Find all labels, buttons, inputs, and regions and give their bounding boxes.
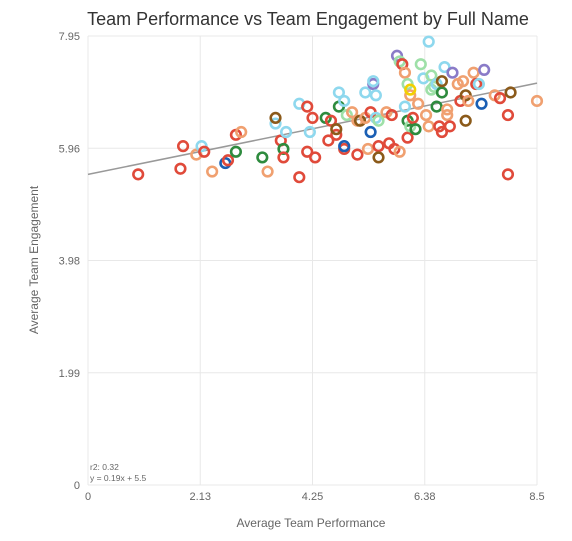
tick-labels: 0 2.13 4.25 6.38 8.5 0 1.99 3.98 5.96 7.95	[59, 31, 545, 503]
data-point[interactable]	[269, 111, 282, 124]
data-point[interactable]	[398, 100, 412, 113]
chart-title: Team Performance vs Team Engagement by F…	[87, 9, 529, 29]
y-tick-label: 7.95	[59, 31, 80, 43]
data-point[interactable]	[446, 66, 459, 79]
data-point[interactable]	[385, 108, 398, 122]
x-tick-label: 6.38	[414, 491, 435, 503]
data-point[interactable]	[361, 142, 375, 156]
data-point[interactable]	[443, 120, 456, 133]
data-point[interactable]	[322, 134, 335, 147]
regression-equation-label: y = 0.19x + 5.5	[90, 473, 147, 483]
data-point[interactable]	[301, 100, 314, 113]
data-point[interactable]	[277, 151, 290, 164]
x-tick-label: 8.5	[529, 491, 544, 503]
data-point[interactable]	[425, 69, 438, 82]
data-point[interactable]	[364, 125, 377, 139]
data-point[interactable]	[427, 80, 441, 93]
data-point[interactable]	[530, 94, 544, 108]
data-point[interactable]	[198, 145, 211, 158]
data-point[interactable]	[393, 145, 406, 158]
data-point[interactable]	[501, 168, 515, 181]
data-point[interactable]	[301, 145, 314, 158]
data-point[interactable]	[430, 100, 443, 113]
data-point[interactable]	[406, 111, 419, 124]
data-point[interactable]	[324, 114, 338, 127]
data-point[interactable]	[303, 125, 316, 139]
data-point[interactable]	[369, 89, 382, 102]
data-point[interactable]	[332, 86, 346, 99]
data-point[interactable]	[404, 83, 417, 96]
data-point[interactable]	[369, 111, 382, 124]
data-point[interactable]	[256, 151, 269, 164]
y-tick-label: 0	[74, 480, 80, 492]
data-point[interactable]	[409, 123, 422, 136]
data-point[interactable]	[176, 140, 190, 153]
data-point[interactable]	[261, 165, 274, 178]
data-point[interactable]	[338, 94, 351, 108]
data-point[interactable]	[351, 148, 364, 161]
data-point[interactable]	[422, 120, 435, 133]
y-axis-title: Average Team Engagement	[27, 185, 41, 334]
data-point[interactable]	[404, 89, 417, 102]
grid	[87, 35, 538, 486]
y-tick-label: 5.96	[59, 143, 80, 155]
data-point[interactable]	[372, 151, 385, 164]
data-point[interactable]	[435, 125, 449, 139]
data-point[interactable]	[435, 86, 449, 99]
data-point[interactable]	[330, 128, 343, 141]
data-point[interactable]	[219, 156, 232, 170]
data-point[interactable]	[338, 140, 351, 153]
data-point[interactable]	[478, 63, 491, 76]
x-axis-title: Average Team Performance	[237, 516, 386, 530]
data-point[interactable]	[475, 97, 488, 110]
data-point[interactable]	[372, 114, 385, 127]
x-tick-label: 0	[85, 491, 91, 503]
data-point[interactable]	[438, 60, 451, 74]
data-point[interactable]	[493, 92, 507, 105]
data-point[interactable]	[279, 125, 293, 139]
data-point[interactable]	[309, 151, 322, 164]
data-point[interactable]	[221, 154, 235, 167]
data-points	[132, 35, 544, 184]
data-point[interactable]	[330, 123, 343, 136]
regression-r2-label: r2: 0.32	[90, 462, 119, 472]
data-point[interactable]	[467, 66, 480, 79]
data-point[interactable]	[504, 86, 517, 99]
data-point[interactable]	[359, 86, 372, 99]
x-tick-label: 4.25	[302, 491, 323, 503]
y-tick-label: 1.99	[59, 368, 80, 380]
data-point[interactable]	[398, 66, 412, 79]
data-point[interactable]	[229, 145, 243, 158]
data-point[interactable]	[132, 168, 145, 181]
data-point[interactable]	[206, 165, 219, 178]
data-point[interactable]	[346, 106, 359, 119]
data-point[interactable]	[422, 35, 435, 48]
data-point[interactable]	[293, 171, 306, 184]
data-point[interactable]	[419, 108, 433, 122]
data-point[interactable]	[435, 75, 449, 88]
data-point[interactable]	[441, 108, 454, 122]
data-point[interactable]	[501, 108, 515, 122]
data-point[interactable]	[441, 103, 454, 116]
data-point[interactable]	[372, 140, 385, 153]
data-point[interactable]	[401, 131, 414, 144]
data-point[interactable]	[306, 111, 319, 124]
data-point[interactable]	[462, 94, 475, 108]
x-tick-label: 2.13	[190, 491, 211, 503]
data-point[interactable]	[174, 162, 187, 175]
data-point[interactable]	[393, 55, 406, 68]
data-point[interactable]	[367, 75, 380, 88]
y-tick-label: 3.98	[59, 256, 80, 268]
data-point[interactable]	[459, 114, 472, 127]
data-point[interactable]	[269, 117, 282, 130]
data-point[interactable]	[412, 97, 425, 110]
data-point[interactable]	[414, 58, 427, 71]
data-point[interactable]	[235, 125, 248, 139]
data-point[interactable]	[472, 77, 485, 91]
data-point[interactable]	[456, 75, 470, 88]
